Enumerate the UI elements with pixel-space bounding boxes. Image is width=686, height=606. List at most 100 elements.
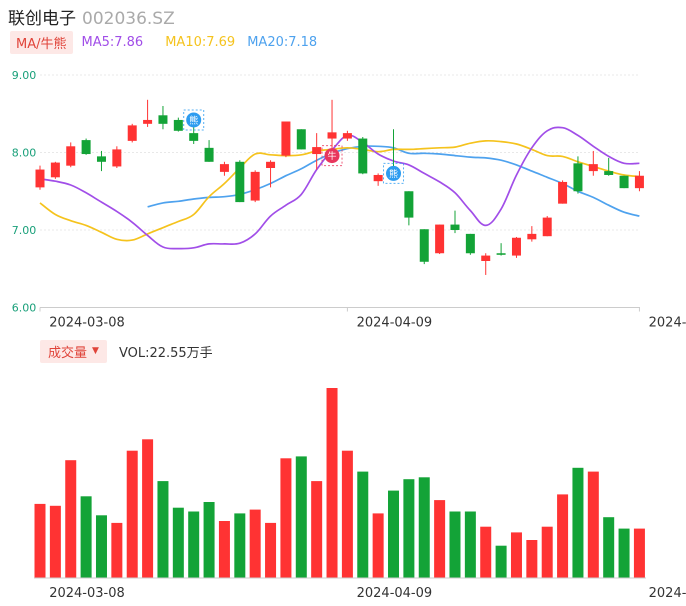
volume-bar-up <box>111 522 123 578</box>
candle-body <box>604 171 614 175</box>
x-tick-label: 2024-05-09 <box>649 586 686 601</box>
candle-down <box>204 140 214 162</box>
candle-body <box>527 233 537 240</box>
candle-down <box>465 233 475 255</box>
caret-down-icon: ▼ <box>92 346 99 356</box>
price-grid <box>40 74 640 308</box>
volume-bar-down <box>80 496 92 578</box>
volume-x-axis: 2024-03-08 2024-04-09 2024-05-09 <box>49 586 686 601</box>
candle-up <box>511 236 521 258</box>
signal-label: 熊 <box>189 114 198 126</box>
candle-body <box>404 191 414 218</box>
candle-body <box>266 161 276 168</box>
candle-body <box>558 181 568 204</box>
volume-bar-up <box>142 439 154 578</box>
candle-up <box>312 133 322 170</box>
candle-body <box>634 175 644 189</box>
ma5-line <box>39 126 640 250</box>
y-tick-label: 7.00 <box>12 224 37 237</box>
y-tick-label: 9.00 <box>12 69 37 82</box>
volume-bar-up <box>587 471 599 578</box>
ma10-label: MA10:7.69 <box>165 34 236 50</box>
volume-bar-up <box>126 450 138 578</box>
volume-bar-down <box>295 456 307 578</box>
candle-body <box>588 164 598 172</box>
candle-body <box>511 237 521 256</box>
candle-up <box>373 173 383 186</box>
volume-bar-down <box>203 502 215 578</box>
candle-body <box>35 169 45 188</box>
candle-body <box>173 119 183 131</box>
y-tick-label: 8.00 <box>12 147 37 160</box>
candle-body <box>373 174 383 182</box>
price-y-axis: 9.00 8.00 7.00 6.00 <box>12 69 37 315</box>
volume-bar-up <box>372 513 384 578</box>
volume-bar-down <box>188 511 200 578</box>
volume-bar-down <box>464 511 476 578</box>
signal-badge <box>386 165 402 181</box>
ma5-label: MA5:7.86 <box>81 34 144 50</box>
candle-up <box>527 226 537 242</box>
candle-down <box>173 117 183 132</box>
ma-toggle-button[interactable]: MA/牛熊 <box>10 30 73 54</box>
candle-body <box>96 156 106 162</box>
candle-up <box>266 160 276 188</box>
volume-bar-down <box>234 513 246 578</box>
volume-bar-up <box>341 450 353 578</box>
volume-bar-up <box>326 388 338 578</box>
volume-bar-down <box>418 477 430 578</box>
x-tick-label: 2024-04-09 <box>357 586 433 601</box>
candle-down <box>404 191 414 226</box>
stock-code: 002036.SZ <box>82 9 175 29</box>
signal-label: 熊 <box>389 168 398 180</box>
volume-bar-down <box>172 507 184 578</box>
volume-bar-down <box>572 467 584 578</box>
candle-body <box>450 224 460 230</box>
candle-down <box>358 137 368 175</box>
candle-body <box>327 132 337 139</box>
volume-indicator-label: 成交量 <box>48 345 88 361</box>
candle-body <box>250 171 260 201</box>
candle-down <box>619 175 629 189</box>
volume-legend: 成交量 ▼ VOL:22.55万手 <box>40 339 213 363</box>
candle-down <box>604 157 614 176</box>
volume-bar-up <box>49 505 61 578</box>
ma20-label: MA20:7.18 <box>247 34 318 50</box>
candle-up <box>66 142 76 168</box>
candle-down <box>573 156 583 194</box>
volume-bar-down <box>357 471 369 578</box>
volume-bar-down <box>618 528 630 578</box>
volume-bar-up <box>434 500 446 578</box>
candle-body <box>127 125 137 141</box>
volume-bar-up <box>249 509 261 578</box>
volume-value: VOL:22.55万手 <box>118 345 213 361</box>
candle-body <box>81 140 91 155</box>
candle-down <box>419 229 429 265</box>
candle-body <box>235 161 245 203</box>
volume-indicator-dropdown[interactable]: 成交量 ▼ <box>40 339 107 363</box>
candle-body <box>342 133 352 139</box>
candle-down <box>296 129 306 150</box>
candle-down <box>496 243 506 256</box>
candle-up <box>143 99 153 127</box>
candle-body <box>158 115 168 124</box>
candle-up <box>35 165 45 190</box>
candle-up <box>50 161 60 179</box>
volume-bar-up <box>280 458 292 578</box>
candle-body <box>219 164 229 172</box>
y-tick-label: 6.00 <box>12 302 37 315</box>
volume-bar-up <box>265 522 277 578</box>
x-tick-label: 2024-05-09 <box>649 316 686 331</box>
candle-body <box>143 119 153 124</box>
candle-up <box>558 180 568 204</box>
candle-body <box>50 162 60 178</box>
candle-body <box>619 175 629 189</box>
volume-bar-up <box>541 526 553 578</box>
candle-down <box>96 150 106 172</box>
volume-bar-down <box>495 545 507 578</box>
candle-down <box>189 125 199 144</box>
volume-bar-up <box>311 481 323 578</box>
candle-down <box>450 210 460 234</box>
candle-down <box>158 106 168 130</box>
